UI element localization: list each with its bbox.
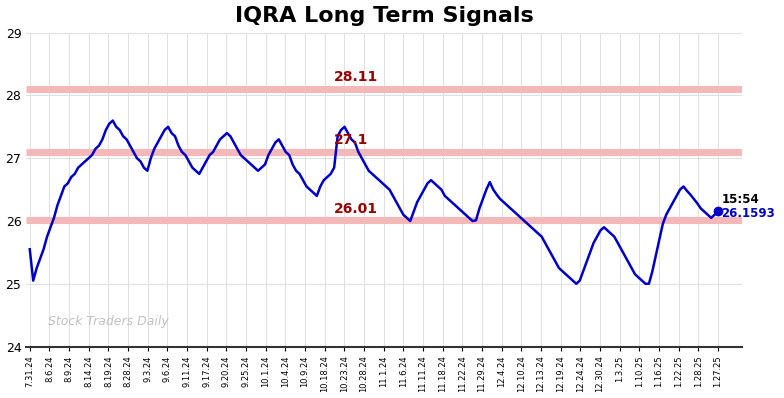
Text: 28.11: 28.11 [334,70,379,84]
Text: Stock Traders Daily: Stock Traders Daily [48,315,169,328]
Text: 15:54: 15:54 [721,193,759,207]
Text: 27.1: 27.1 [334,133,368,147]
Text: 26.01: 26.01 [334,202,378,216]
Text: 26.1593: 26.1593 [721,207,775,220]
Title: IQRA Long Term Signals: IQRA Long Term Signals [235,6,534,25]
